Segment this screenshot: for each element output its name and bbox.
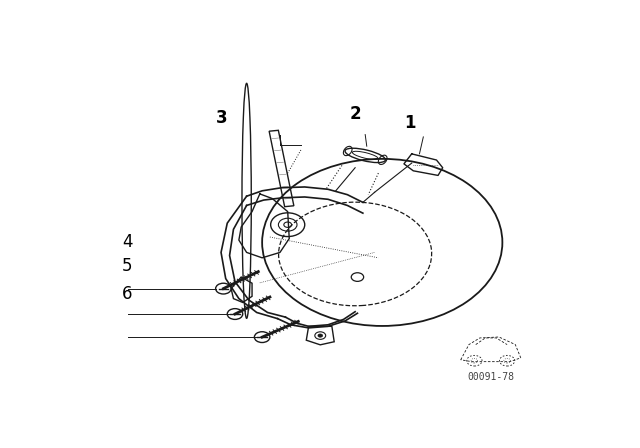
Circle shape	[318, 334, 323, 337]
Text: 5: 5	[122, 257, 132, 275]
Text: 6: 6	[122, 284, 132, 302]
Text: 4: 4	[122, 233, 132, 251]
Text: 3: 3	[216, 108, 227, 127]
Text: 00091-78: 00091-78	[467, 372, 515, 382]
Text: 2: 2	[349, 105, 361, 123]
Text: 1: 1	[404, 114, 415, 132]
